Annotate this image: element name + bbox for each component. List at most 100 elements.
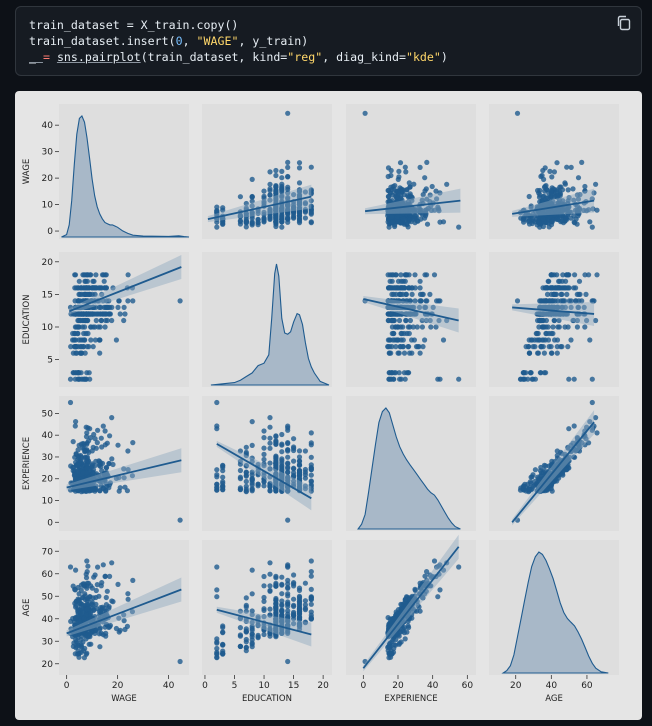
scatter-point: [396, 641, 402, 647]
x-tick-label: 20: [112, 681, 124, 691]
scatter-point: [93, 272, 99, 278]
scatter-point: [86, 344, 92, 350]
scatter-point: [291, 436, 297, 442]
scatter-point: [70, 583, 76, 589]
scatter-point: [102, 573, 108, 580]
scatter-point: [113, 337, 119, 343]
scatter-point: [521, 483, 527, 489]
x-tick-label: 20: [510, 681, 522, 691]
scatter-point: [579, 298, 585, 304]
scatter-point: [308, 615, 314, 622]
scatter-point: [540, 216, 546, 222]
scatter-point: [279, 598, 285, 604]
y-tick-label: 50: [42, 592, 54, 602]
scatter-point: [386, 350, 393, 356]
scatter-point: [267, 424, 273, 430]
scatter-point: [389, 330, 395, 337]
scatter-point: [435, 594, 441, 600]
scatter-point: [543, 317, 550, 324]
scatter-point: [542, 201, 549, 207]
scatter-point: [584, 208, 590, 214]
x-tick-label: 5: [232, 681, 238, 691]
y-tick-label: 40: [42, 431, 54, 441]
scatter-point: [267, 208, 273, 214]
scatter-point: [261, 606, 267, 612]
scatter-point: [98, 464, 104, 470]
scatter-point: [237, 486, 243, 492]
scatter-point: [109, 304, 115, 310]
scatter-point: [424, 272, 430, 278]
scatter-point: [556, 285, 562, 291]
scatter-point: [409, 337, 415, 343]
scatter-point: [308, 454, 314, 460]
scatter-point: [92, 324, 98, 330]
scatter-point: [261, 456, 267, 463]
scatter-point: [571, 197, 577, 203]
scatter-point: [418, 298, 424, 304]
scatter-point: [83, 434, 90, 440]
copy-icon[interactable]: [615, 14, 633, 32]
scatter-point: [101, 304, 107, 310]
scatter-point: [102, 285, 108, 291]
scatter-point: [103, 594, 109, 601]
scatter-point: [243, 602, 249, 608]
scatter-point: [437, 376, 443, 382]
scatter-point: [594, 430, 600, 436]
scatter-point: [130, 298, 136, 304]
x-tick-label: 60: [581, 681, 593, 691]
scatter-point: [91, 431, 97, 438]
scatter-point: [570, 317, 576, 324]
scatter-point: [77, 476, 84, 483]
scatter-point: [389, 651, 395, 657]
scatter-point: [402, 272, 408, 278]
scatter-point: [237, 467, 243, 474]
scatter-point: [549, 219, 555, 225]
scatter-point: [575, 175, 582, 181]
scatter-point: [583, 291, 589, 297]
x-tick-label: 40: [546, 681, 558, 691]
scatter-point: [249, 215, 255, 221]
scatter-point: [72, 488, 79, 494]
scatter-point: [279, 449, 285, 455]
scatter-point: [273, 172, 279, 179]
scatter-point: [121, 475, 127, 481]
scatter-point: [402, 164, 408, 170]
code-token: sns.pairplot: [56, 50, 141, 64]
scatter-point: [575, 304, 581, 310]
scatter-point: [444, 317, 450, 324]
scatter-point: [415, 344, 421, 350]
scatter-point: [528, 205, 534, 211]
scatter-point: [564, 207, 571, 213]
scatter-point: [104, 317, 110, 324]
scatter-point: [273, 459, 279, 466]
scatter-point: [76, 376, 82, 382]
scatter-point: [302, 448, 308, 454]
scatter-point: [543, 330, 549, 337]
scatter-point: [78, 317, 84, 324]
scatter-point: [308, 203, 314, 209]
scatter-point: [129, 473, 135, 479]
scatter-point: [74, 330, 81, 337]
scatter-point: [411, 181, 417, 187]
scatter-point: [220, 483, 226, 489]
scatter-point: [296, 213, 303, 219]
scatter-point: [80, 648, 87, 654]
scatter-point: [586, 272, 592, 278]
scatter-point: [558, 291, 564, 297]
regression-line: [512, 199, 595, 215]
scatter-point: [73, 602, 79, 608]
scatter-point: [107, 480, 113, 486]
scatter-point: [540, 311, 546, 317]
scatter-point: [261, 428, 267, 434]
scatter-point: [387, 209, 393, 215]
scatter-point: [285, 207, 291, 213]
scatter-point: [83, 330, 89, 337]
scatter-point: [419, 324, 425, 330]
scatter-point: [273, 183, 279, 189]
scatter-point: [577, 192, 583, 198]
scatter-point: [589, 376, 595, 382]
scatter-point: [214, 651, 220, 657]
scatter-point: [520, 376, 526, 382]
regression-line: [66, 459, 182, 489]
scatter-point: [557, 278, 563, 284]
